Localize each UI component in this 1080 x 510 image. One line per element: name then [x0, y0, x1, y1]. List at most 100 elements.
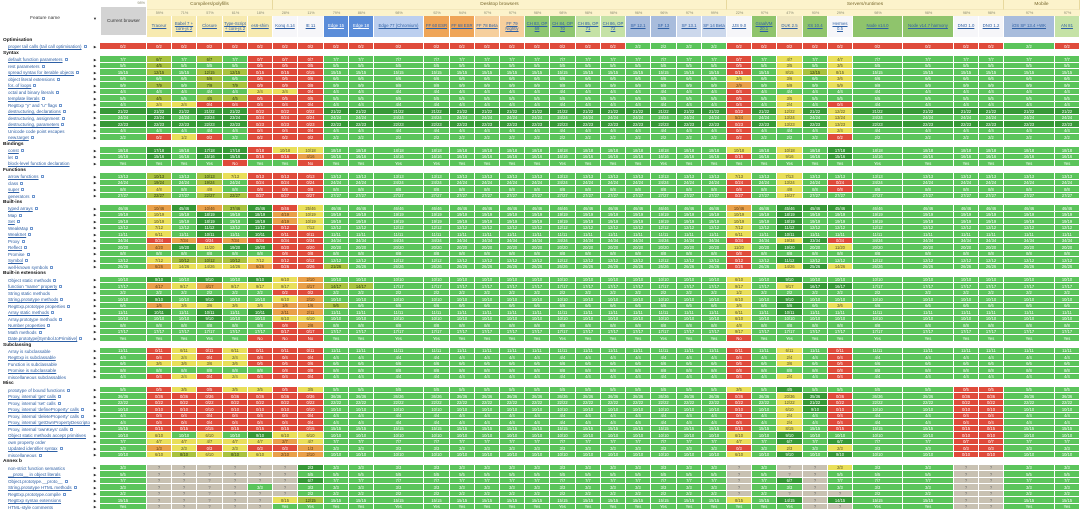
row-expander-icon[interactable]: ▶	[93, 368, 97, 373]
feature-link[interactable]: spread syntax for iterable objects	[8, 70, 75, 75]
column-header-ch-83-op-69[interactable]: CH 83, OP 69	[525, 16, 550, 37]
feature-link[interactable]: destructuring, assignment	[8, 115, 60, 121]
row-expander-icon[interactable]: ▶	[93, 414, 97, 418]
feature-link[interactable]: Object static methods	[8, 277, 52, 283]
column-header-duk-2-5[interactable]: DUK 2.5	[777, 16, 803, 37]
row-expander-icon[interactable]: ▶	[93, 310, 97, 315]
column-header-ch-85-op-71[interactable]: CH 85, OP 71	[576, 16, 601, 37]
column-header-node-14-0[interactable]: Node v14.0	[853, 16, 903, 37]
column-header-ios-sf-13-4[interactable]: iOS SF 13.4 +WK	[1004, 16, 1055, 37]
row-expander-icon[interactable]: ▶	[93, 44, 97, 49]
feature-link[interactable]: new.target	[8, 135, 29, 140]
feature-link[interactable]: own property order	[8, 439, 46, 445]
feature-link[interactable]: Proxy	[8, 238, 20, 244]
feature-link[interactable]: __proto__ in object literals	[8, 472, 61, 477]
feature-link[interactable]: well-known symbols	[8, 264, 49, 270]
row-expander-icon[interactable]: ▶	[93, 317, 97, 321]
feature-link[interactable]: Array static methods	[8, 310, 50, 315]
feature-link[interactable]: String.prototype methods	[8, 297, 59, 302]
feature-link[interactable]: function "name" property	[8, 284, 58, 289]
row-expander-icon[interactable]: ▶	[93, 226, 97, 230]
column-header-es6-shim[interactable]: es6-shim	[248, 16, 273, 37]
row-expander-icon[interactable]: ▶	[93, 194, 97, 198]
row-expander-icon[interactable]: ▶	[93, 219, 97, 224]
row-expander-icon[interactable]: ▶	[93, 148, 97, 153]
column-header-traceur[interactable]: Traceur	[147, 16, 172, 37]
column-header-edge-18[interactable]: Edge 18	[349, 16, 374, 37]
row-expander-icon[interactable]: ▶	[93, 213, 97, 217]
row-expander-icon[interactable]: ▶	[93, 446, 97, 451]
row-expander-icon[interactable]: ▶	[93, 77, 97, 81]
feature-link[interactable]: Reflect	[8, 245, 23, 250]
row-expander-icon[interactable]: ▶	[93, 161, 97, 166]
row-expander-icon[interactable]: ▶	[93, 453, 97, 457]
feature-link[interactable]: template literals	[8, 96, 40, 101]
column-header-node-14-7[interactable]: Node v14.7 harmony	[903, 16, 954, 37]
column-header-sf-14-beta[interactable]: SF 14 Beta	[702, 16, 727, 37]
feature-link[interactable]: object literal extensions	[8, 76, 55, 82]
row-expander-icon[interactable]: ▶	[93, 232, 97, 237]
feature-link[interactable]: Date.prototype[Symbol.toPrimitive]	[8, 336, 78, 341]
feature-link[interactable]: Proxy, internal 'deleteProperty' calls	[8, 413, 79, 419]
feature-link[interactable]: arrow functions	[8, 174, 39, 179]
row-expander-icon[interactable]: ▶	[93, 336, 97, 341]
feature-link[interactable]: Object static methods accept primitives	[8, 433, 87, 438]
row-expander-icon[interactable]: ▶	[93, 181, 97, 185]
column-header-typescript-corejs[interactable]: Type-Script + core-js 2	[223, 16, 248, 37]
feature-link[interactable]: Proxy, internal 'get' calls	[8, 394, 56, 399]
column-header-ch-84-op-70[interactable]: CH 84, OP 70	[550, 16, 576, 37]
row-expander-icon[interactable]: ▶	[93, 64, 97, 68]
column-header-graalvm-20-1[interactable]: GraalVM 20.1	[752, 16, 777, 37]
row-expander-icon[interactable]: ▶	[93, 103, 97, 107]
row-expander-icon[interactable]: ▶	[93, 427, 97, 431]
row-expander-icon[interactable]: ▶	[93, 155, 97, 159]
feature-link[interactable]: Math methods	[8, 329, 37, 335]
row-expander-icon[interactable]: ▶	[93, 433, 97, 438]
feature-link[interactable]: String.prototype HTML methods	[8, 485, 72, 490]
column-header-ff-68-esr[interactable]: FF 68 ESR	[450, 16, 475, 37]
feature-link[interactable]: const	[8, 148, 19, 153]
row-expander-icon[interactable]: ▶	[93, 297, 97, 302]
row-expander-icon[interactable]: ▶	[93, 375, 97, 379]
row-expander-icon[interactable]: ▶	[93, 96, 97, 101]
feature-link[interactable]: rest parameters	[8, 63, 40, 69]
feature-link[interactable]: let	[8, 154, 13, 160]
feature-link[interactable]: default function parameters	[8, 57, 63, 62]
feature-link[interactable]: for..of loops	[8, 83, 32, 88]
column-header-ff-60-esr[interactable]: FF 60 ESR	[424, 16, 450, 37]
column-header-ie-11[interactable]: IE 11	[298, 16, 324, 37]
row-expander-icon[interactable]: ▶	[93, 239, 97, 243]
row-expander-icon[interactable]: ▶	[93, 472, 97, 477]
row-expander-icon[interactable]: ▶	[93, 116, 97, 120]
row-expander-icon[interactable]: ▶	[93, 401, 97, 405]
feature-link[interactable]: RegExp "y" and "u" flags	[8, 102, 58, 108]
feature-link[interactable]: Map	[8, 212, 17, 218]
feature-link[interactable]: generators	[8, 193, 30, 199]
feature-link[interactable]: block-level function declaration	[8, 161, 70, 166]
feature-link[interactable]: non-strict function semantics	[8, 465, 66, 471]
column-header-ch-86-op-72[interactable]: CH 86, OP 72	[601, 16, 626, 37]
row-expander-icon[interactable]: ▶	[93, 258, 97, 263]
row-expander-icon[interactable]: ▶	[93, 57, 97, 62]
row-expander-icon[interactable]: ▶	[93, 440, 97, 444]
column-header-an-81[interactable]: AN 81	[1055, 16, 1080, 37]
row-expander-icon[interactable]: ▶	[93, 122, 97, 127]
feature-link[interactable]: Unicode code point escapes	[8, 128, 65, 134]
feature-link[interactable]: Proxy, internal 'ownKeys' calls	[8, 426, 68, 432]
row-expander-icon[interactable]: ▶	[93, 284, 97, 289]
feature-link[interactable]: super	[8, 187, 20, 192]
feature-link[interactable]: Array is subclassable	[8, 348, 51, 354]
row-expander-icon[interactable]: ▶	[93, 291, 97, 295]
row-expander-icon[interactable]: ▶	[93, 466, 97, 470]
column-header-ff-78-beta[interactable]: FF 78 Beta	[475, 16, 500, 37]
row-expander-icon[interactable]: ▶	[93, 129, 97, 133]
row-expander-icon[interactable]: ▶	[93, 479, 97, 483]
sort-expander-icon[interactable]: ▼	[93, 16, 97, 21]
feature-link[interactable]: Proxy, internal 'set' calls	[8, 400, 56, 406]
feature-link[interactable]: RegExp.prototype.compile	[8, 491, 61, 497]
column-header-konq-4-14[interactable]: Konq 4.14	[273, 16, 298, 37]
feature-link[interactable]: Function is subclassable	[8, 361, 58, 367]
feature-link[interactable]: Array.prototype methods	[8, 316, 57, 322]
feature-link[interactable]: Number properties	[8, 323, 46, 328]
row-expander-icon[interactable]: ▶	[93, 420, 97, 425]
